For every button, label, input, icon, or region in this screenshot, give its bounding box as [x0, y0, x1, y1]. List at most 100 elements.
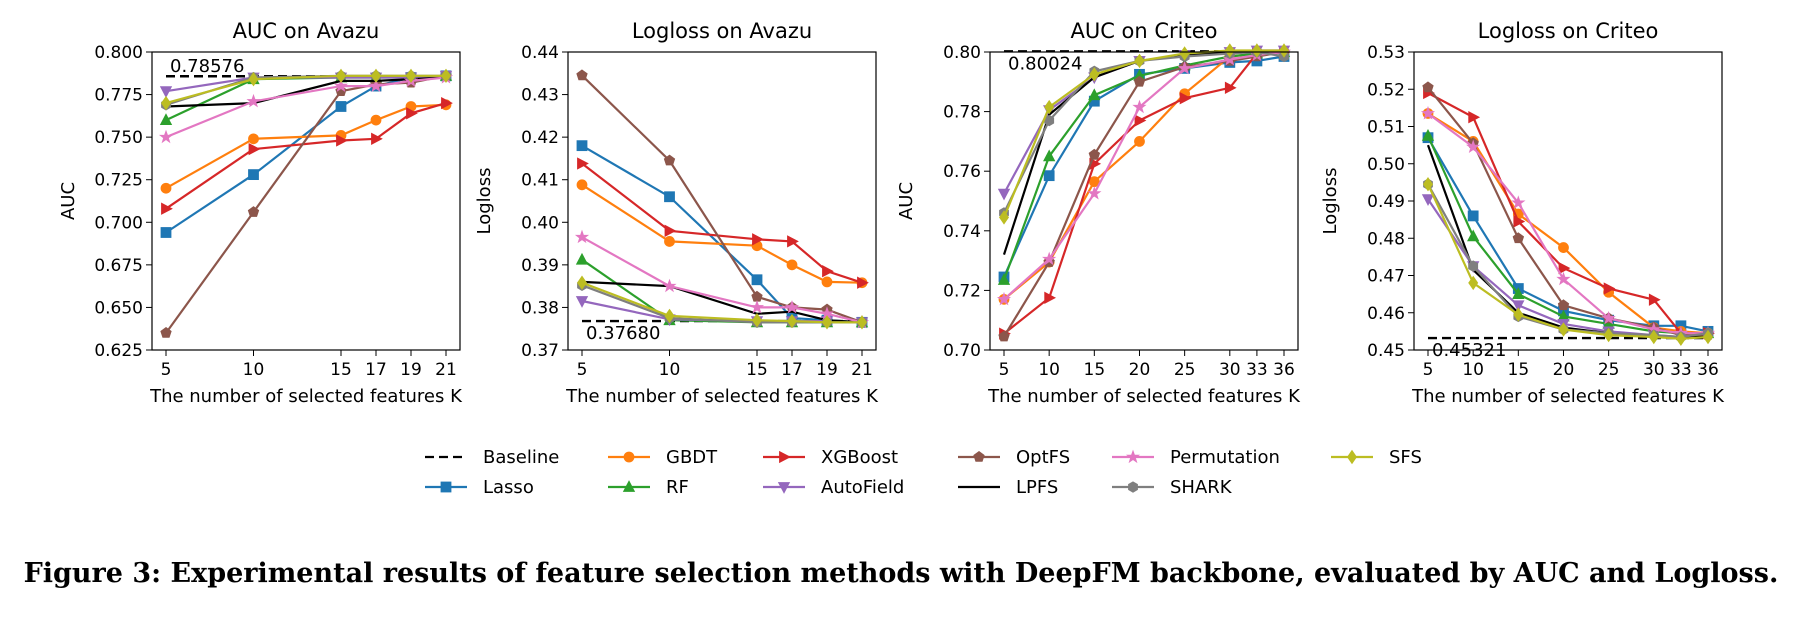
data-point — [160, 327, 172, 338]
legend-item-baseline: Baseline — [425, 447, 559, 468]
y-tick-label: 0.80 — [943, 43, 981, 63]
data-point — [1468, 111, 1481, 124]
data-point — [1648, 293, 1661, 306]
x-tick-label: 5 — [999, 360, 1010, 380]
series-line — [581, 280, 863, 324]
data-point — [752, 312, 762, 328]
x-tick-label: 19 — [816, 360, 838, 380]
data-point — [997, 188, 1011, 201]
y-tick-label: 0.45 — [1367, 341, 1405, 361]
legend-item-optfs: OptFS — [958, 447, 1070, 468]
legend-item-sfs: SFS — [1331, 447, 1422, 468]
data-point — [1421, 128, 1435, 141]
series-line — [165, 102, 447, 210]
data-point — [576, 179, 588, 191]
legend-label: Permutation — [1170, 447, 1280, 468]
chart-title: Logloss on Avazu — [632, 19, 812, 43]
series-lasso — [998, 51, 1290, 283]
series-xgboost — [577, 157, 869, 289]
data-point — [997, 273, 1011, 285]
data-point — [1043, 149, 1056, 162]
x-tick-label: 25 — [1598, 360, 1620, 380]
figure-caption: Figure 3: Experimental results of featur… — [23, 558, 1779, 589]
data-point — [1224, 81, 1237, 94]
y-tick-label: 0.74 — [943, 222, 981, 242]
series-xgboost — [999, 45, 1291, 340]
legend-item-xgboost: XGBoost — [763, 447, 898, 468]
x-tick-label: 10 — [1462, 360, 1484, 380]
data-point — [998, 330, 1010, 342]
data-point — [1134, 114, 1147, 127]
data-point — [441, 96, 453, 110]
data-point — [1044, 99, 1055, 115]
y-tick-label: 0.43 — [521, 86, 559, 106]
series-lpfs — [581, 280, 863, 324]
data-point — [751, 274, 763, 286]
data-point — [1088, 148, 1101, 160]
series-line — [581, 144, 863, 324]
y-tick-label: 0.51 — [1367, 118, 1405, 138]
x-tick-label: 36 — [1697, 360, 1719, 380]
x-axis-label: The number of selected features K — [987, 386, 1301, 407]
y-tick-label: 0.48 — [1367, 229, 1405, 249]
data-point — [1251, 43, 1262, 58]
data-point — [857, 276, 869, 289]
data-point — [664, 308, 675, 324]
data-point — [1421, 194, 1435, 206]
x-tick-label: 5 — [1423, 360, 1434, 380]
data-point — [247, 206, 260, 217]
data-point — [1512, 300, 1525, 313]
data-point — [574, 229, 590, 244]
x-tick-label: 15 — [1084, 360, 1106, 380]
plot-frame — [1413, 51, 1723, 351]
baseline-label: 0.80024 — [1008, 53, 1082, 74]
data-point — [1558, 322, 1569, 337]
data-point — [161, 202, 173, 215]
y-axis-label: Logloss — [1320, 168, 1341, 235]
data-point — [1513, 215, 1526, 228]
data-point — [1422, 81, 1434, 93]
data-point — [999, 210, 1009, 225]
data-point — [577, 275, 587, 290]
legend-swatch-marker — [779, 450, 791, 464]
legend-swatch-marker — [622, 480, 636, 492]
data-point — [441, 68, 451, 84]
legend-swatch-marker — [777, 482, 791, 494]
data-point — [333, 78, 349, 93]
legend: Baseline GBDT XGBoost OptFS Permutation SFS La… — [425, 447, 1422, 498]
chart-title: AUC on Criteo — [1070, 19, 1217, 43]
y-tick-label: 0.53 — [1367, 43, 1405, 63]
data-point — [1466, 139, 1481, 153]
y-tick-label: 0.39 — [521, 256, 559, 276]
y-tick-label: 0.42 — [521, 128, 559, 148]
data-point — [787, 235, 799, 248]
data-point — [787, 313, 797, 329]
data-point — [1468, 275, 1479, 291]
y-tick-label: 0.44 — [521, 43, 559, 63]
series-line — [165, 74, 446, 105]
y-tick-label: 0.46 — [1367, 304, 1405, 324]
legend-label: SFS — [1389, 447, 1422, 468]
plot-frame — [989, 51, 1299, 351]
data-point — [1558, 242, 1569, 253]
data-point — [1468, 260, 1479, 272]
series-sfs — [577, 275, 867, 330]
data-point — [664, 236, 675, 247]
y-tick-label: 0.650 — [94, 298, 143, 318]
data-point — [1087, 186, 1102, 200]
legend-label: GBDT — [666, 447, 718, 468]
series-line — [165, 103, 447, 190]
data-point — [1134, 135, 1145, 147]
x-tick-label: 15 — [1508, 360, 1530, 380]
y-tick-label: 0.37 — [521, 341, 559, 361]
series-line — [1002, 50, 1285, 281]
legend-swatch-marker — [440, 481, 452, 493]
chart-panel-4: Logloss on Criteo 0.45 0.46 0.47 0.48 0.49 0.5… — [1320, 19, 1725, 407]
y-axis-label: Logloss — [474, 168, 495, 235]
y-axis-label: AUC — [896, 182, 917, 220]
data-point — [1177, 60, 1192, 75]
data-point — [1133, 75, 1146, 87]
legend-item-shark: SHARK — [1112, 477, 1233, 498]
data-point — [159, 86, 173, 99]
data-point — [752, 233, 764, 246]
